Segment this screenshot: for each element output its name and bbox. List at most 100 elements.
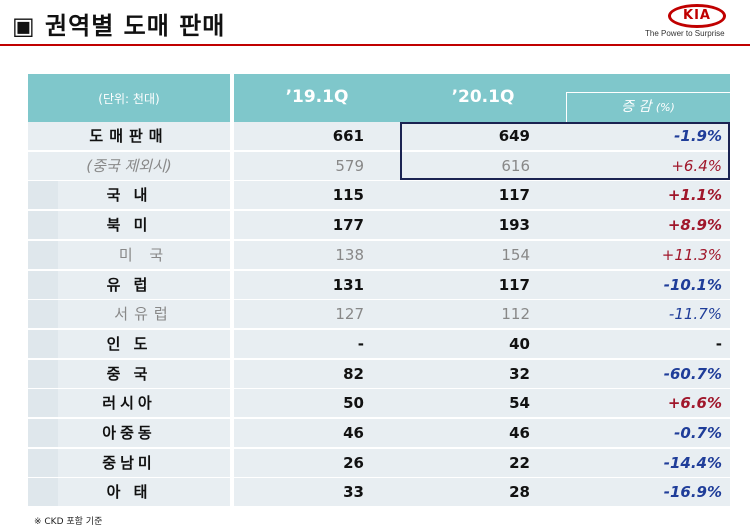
value-2019q1: 138 [234,240,400,270]
kia-logo: KIA [668,4,726,28]
table-row: (중국 제외시) 579 616 +6.4% [28,151,730,181]
header-change: 증 감 (%) [566,96,730,116]
header-col2: ’20.1Q [451,87,515,107]
value-2020q1: 28 [400,478,566,508]
change-pct: -11.7% [566,300,730,330]
value-2020q1: 22 [400,448,566,478]
indent-strip [28,389,58,419]
region-name: 도매판매 [89,127,169,145]
table-row: 북 미 177 193 +8.9% [28,211,730,241]
table-row: 유 럽 131 117 -10.1% [28,270,730,300]
region-cell: 러시아 [28,389,230,419]
value-2020q1: 616 [400,151,566,181]
value-2020q1: 117 [400,181,566,211]
indent-strip [28,240,58,270]
indent-strip [28,211,58,241]
change-pct: +8.9% [566,211,730,241]
region-cell: 북 미 [28,211,230,241]
value-2019q1: 127 [234,300,400,330]
region-name: 북 미 [106,216,152,235]
indent-strip [28,181,58,211]
indent-strip [28,359,58,389]
header-col2-cell: ’20.1Q [400,74,566,122]
value-2019q1: 50 [234,389,400,419]
value-2019q1: 26 [234,448,400,478]
header-col1-cell: ’19.1Q [234,74,400,122]
table-row: 중남미 26 22 -14.4% [28,448,730,478]
indent-strip [28,329,58,359]
change-pct: -60.7% [566,359,730,389]
header-change-unit: (%) [655,101,675,114]
region-cell: 서유럽 [28,300,230,330]
region-cell: 유 럽 [28,270,230,300]
region-cell: 중남미 [28,448,230,478]
region-name: 유 럽 [106,275,152,294]
region-name: 아중동 [102,424,156,442]
region-name: 인 도 [106,334,152,353]
region-cell: 미 국 [28,240,230,270]
indent-strip [28,419,58,448]
value-2019q1: 131 [234,270,400,300]
value-2019q1: 82 [234,359,400,389]
change-pct: -1.9% [566,122,730,151]
region-name: (중국 제외시) [86,156,172,175]
value-2020q1: 112 [400,300,566,330]
region-name: 미 국 [118,245,170,264]
value-2020q1: 154 [400,240,566,270]
table-row: 아중동 46 46 -0.7% [28,419,730,448]
table-row: 국 내 115 117 +1.1% [28,181,730,211]
header-unit-cell: (단위: 천대) [28,74,230,122]
page-title: ▣ 권역별 도매 판매 [12,12,226,40]
change-pct: -16.9% [566,478,730,508]
indent-strip [28,478,58,508]
header-col1: ’19.1Q [285,87,349,107]
value-2020q1: 54 [400,389,566,419]
region-cell: 인 도 [28,329,230,359]
region-name: 국 내 [106,186,152,205]
region-name: 러시아 [102,394,156,413]
header-change-cell: 증 감 (%) [566,74,730,122]
value-2020q1: 32 [400,359,566,389]
region-name: 중 국 [106,364,152,383]
table-row: 도매판매 661 649 -1.9% [28,122,730,151]
change-pct: +6.6% [566,389,730,419]
change-pct: - [566,329,730,359]
region-cell: 아중동 [28,419,230,448]
region-name: 아 태 [106,483,152,502]
value-2019q1: 579 [234,151,400,181]
highlight-box [400,122,730,180]
change-pct: -14.4% [566,448,730,478]
region-name: 중남미 [102,453,156,472]
value-2020q1: 117 [400,270,566,300]
indent-strip [28,300,58,330]
change-pct: +1.1% [566,181,730,211]
value-2019q1: 115 [234,181,400,211]
indent-strip [28,270,58,300]
value-2019q1: - [234,329,400,359]
region-name: 서유럽 [114,305,174,324]
kia-logo-text: KIA [683,8,711,23]
value-2019q1: 46 [234,419,400,448]
region-cell: 도매판매 [28,122,230,151]
table-row: 아 태 33 28 -16.9% [28,478,730,508]
header-change-label: 증 감 [621,99,652,115]
value-2019q1: 33 [234,478,400,508]
table-row: 서유럽 127 112 -11.7% [28,300,730,330]
region-cell: 중 국 [28,359,230,389]
change-pct: -10.1% [566,270,730,300]
value-2020q1: 649 [400,122,566,151]
table-row: 미 국 138 154 +11.3% [28,240,730,270]
value-2020q1: 193 [400,211,566,241]
value-2020q1: 46 [400,419,566,448]
region-cell: 국 내 [28,181,230,211]
change-pct: -0.7% [566,419,730,448]
region-cell: (중국 제외시) [28,151,230,181]
change-pct: +11.3% [566,240,730,270]
table-row: 인 도 -40- [28,329,730,359]
title-divider [0,44,750,46]
table-row: 중 국 82 32 -60.7% [28,359,730,389]
indent-strip [28,448,58,478]
header-unit: (단위: 천대) [98,92,160,106]
table-row: 러시아 50 54 +6.6% [28,389,730,419]
value-2019q1: 177 [234,211,400,241]
